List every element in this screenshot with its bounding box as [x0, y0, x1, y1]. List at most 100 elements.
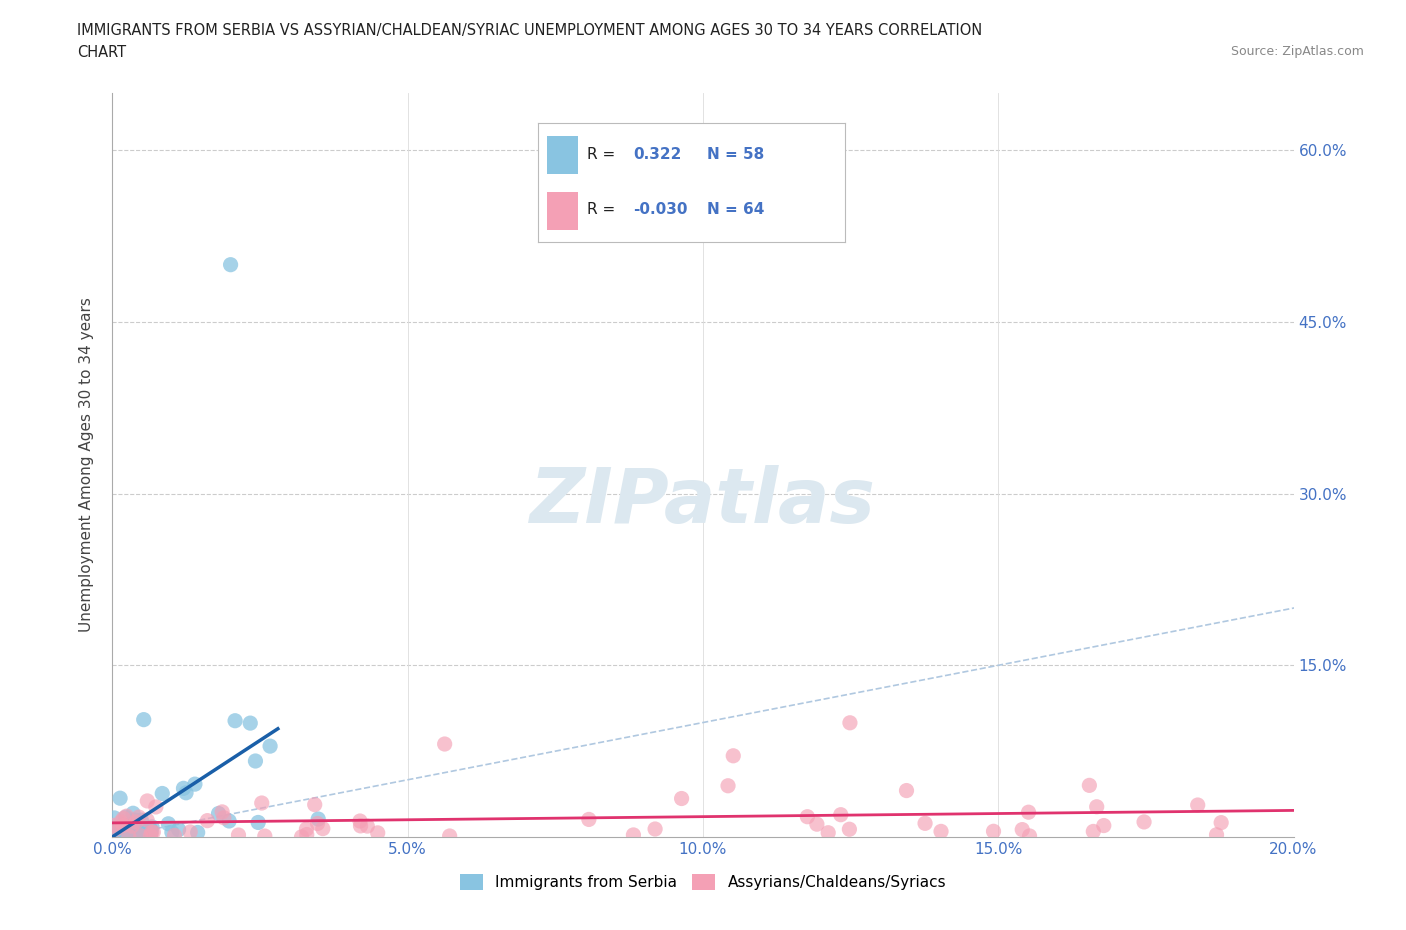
Point [121, 828, 143, 843]
Point [121, 818, 143, 833]
Point [118, 819, 141, 834]
Point [253, 829, 276, 844]
Point [806, 817, 828, 831]
Point [112, 830, 135, 844]
Point [114, 826, 136, 841]
Point [142, 825, 165, 840]
Point [105, 821, 128, 836]
Point [103, 810, 125, 825]
Point [312, 821, 335, 836]
Point [207, 806, 229, 821]
Point [1083, 824, 1105, 839]
Point [349, 814, 371, 829]
Point [578, 812, 600, 827]
Point [307, 816, 329, 830]
Point [1018, 804, 1040, 819]
Point [211, 804, 233, 819]
Point [121, 822, 143, 837]
Y-axis label: Unemployment Among Ages 30 to 34 years: Unemployment Among Ages 30 to 34 years [79, 298, 94, 632]
Point [131, 813, 153, 828]
Point [131, 830, 153, 844]
Point [118, 818, 141, 833]
Point [111, 824, 134, 839]
Point [136, 793, 159, 808]
Point [1187, 798, 1209, 813]
Point [122, 805, 145, 820]
Point [218, 814, 240, 829]
Point [914, 816, 936, 830]
Point [118, 822, 141, 837]
Point [212, 810, 235, 825]
Point [172, 781, 194, 796]
Point [838, 715, 860, 730]
Point [349, 818, 371, 833]
Point [830, 807, 852, 822]
Point [167, 822, 190, 837]
Point [174, 785, 197, 800]
Point [295, 827, 318, 842]
Point [1092, 818, 1115, 833]
Point [110, 815, 132, 830]
Point [290, 830, 312, 844]
Point [115, 826, 138, 841]
Point [136, 813, 159, 828]
Point [307, 812, 329, 827]
Point [439, 829, 461, 844]
Point [1133, 815, 1156, 830]
Point [433, 737, 456, 751]
Text: Source: ZipAtlas.com: Source: ZipAtlas.com [1230, 45, 1364, 58]
Point [184, 777, 207, 791]
Point [118, 818, 141, 833]
Point [817, 825, 839, 840]
Point [623, 828, 645, 843]
Point [356, 818, 378, 833]
Legend: Immigrants from Serbia, Assyrians/Chaldeans/Syriacs: Immigrants from Serbia, Assyrians/Chalde… [454, 868, 952, 897]
Point [118, 829, 141, 844]
Point [304, 797, 326, 812]
Point [135, 821, 157, 836]
Point [114, 810, 136, 825]
Point [115, 809, 138, 824]
Point [838, 822, 860, 837]
Point [139, 825, 162, 840]
Point [367, 826, 389, 841]
Point [111, 817, 134, 832]
Point [139, 822, 162, 837]
Point [108, 820, 131, 835]
Point [195, 813, 218, 828]
Point [105, 826, 128, 841]
Point [132, 712, 155, 727]
Point [1078, 777, 1101, 792]
Point [245, 753, 267, 768]
Point [1211, 816, 1233, 830]
Point [112, 829, 135, 844]
Point [929, 824, 952, 839]
Point [118, 828, 141, 843]
Point [160, 825, 183, 840]
Point [295, 821, 318, 836]
Point [112, 811, 135, 826]
Point [139, 827, 162, 842]
Point [1205, 828, 1227, 843]
Point [219, 258, 242, 272]
Point [150, 786, 173, 801]
Point [139, 821, 162, 836]
Point [224, 713, 246, 728]
Point [125, 815, 148, 830]
Text: IMMIGRANTS FROM SERBIA VS ASSYRIAN/CHALDEAN/SYRIAC UNEMPLOYMENT AMONG AGES 30 TO: IMMIGRANTS FROM SERBIA VS ASSYRIAN/CHALD… [77, 23, 983, 38]
Point [796, 809, 818, 824]
Point [112, 818, 135, 833]
Point [1085, 799, 1108, 814]
Point [129, 828, 152, 843]
Point [107, 820, 129, 835]
Point [228, 828, 250, 843]
Point [983, 824, 1005, 839]
Point [104, 821, 127, 836]
Point [141, 825, 163, 840]
Point [163, 828, 186, 843]
Point [124, 819, 146, 834]
Text: CHART: CHART [77, 45, 127, 60]
Point [157, 817, 180, 831]
Point [107, 821, 129, 836]
Point [145, 800, 167, 815]
